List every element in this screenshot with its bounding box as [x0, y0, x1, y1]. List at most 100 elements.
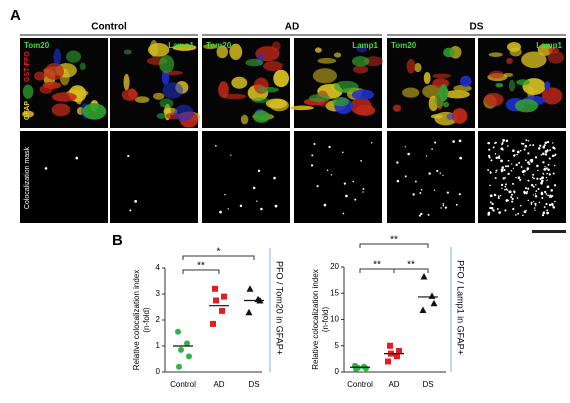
stain-blob [44, 62, 64, 80]
mask-dot [501, 187, 503, 190]
mask-dot [504, 176, 507, 179]
stain-blob [547, 50, 565, 64]
mask-dot [523, 210, 527, 214]
stain-blob [356, 45, 367, 53]
stain-blob [521, 51, 547, 68]
significance-label: * [217, 247, 221, 258]
mask-dot [548, 196, 551, 198]
significance-bracket [359, 243, 429, 248]
mask-dot [547, 163, 550, 166]
channel-label: Tom20 [24, 41, 50, 50]
mask-dot [500, 159, 503, 163]
mask-dot [546, 179, 548, 182]
mask-dot [529, 159, 532, 161]
mask-dot [311, 154, 314, 157]
mask-dot [362, 191, 364, 193]
significance-label: ** [197, 261, 205, 272]
mask-dot [544, 166, 546, 168]
mask-dot [519, 178, 522, 181]
mask-dot [260, 207, 263, 211]
mask-dot [434, 141, 437, 144]
stain-blob [162, 82, 184, 99]
mask-dot [532, 185, 535, 188]
mask-dot [515, 214, 517, 216]
mask-dot [524, 187, 528, 190]
panel-label: A [10, 7, 21, 24]
mask-dot [354, 198, 357, 201]
mask-dot [554, 153, 557, 156]
significance-label: ** [390, 235, 398, 246]
mask-dot [494, 153, 497, 155]
stain-blob [273, 69, 290, 88]
mask-dot [519, 149, 522, 152]
mask-dot [323, 203, 327, 207]
stain-blob [216, 45, 229, 59]
mask-dot [527, 161, 530, 164]
mask-dot [545, 167, 548, 170]
stain-blob [333, 52, 342, 58]
mask-dot [396, 161, 399, 164]
mask-dot [512, 167, 515, 170]
stain-blob [351, 89, 375, 100]
mask-dot [224, 193, 226, 196]
mask-dot [494, 141, 497, 144]
stain-blob [537, 43, 553, 56]
mask-dot [525, 191, 528, 195]
stain-blob [506, 57, 513, 65]
mask-dot [504, 185, 507, 188]
mask-dot [520, 142, 523, 145]
mask-dot [502, 140, 504, 142]
mask-dot [519, 204, 522, 207]
mask-dot [439, 172, 441, 174]
mask-dot [343, 182, 346, 185]
stain-blob [65, 50, 82, 63]
mask-dot [533, 177, 535, 180]
mask-dot [488, 148, 491, 151]
stain-blob [432, 73, 451, 79]
mask-dot [538, 201, 541, 204]
mask-dot [539, 144, 542, 147]
stain-blob [290, 105, 314, 111]
mask-dot [517, 212, 520, 215]
mask-dot [489, 156, 491, 159]
mask-dot [512, 149, 515, 152]
mask-dot [444, 206, 448, 209]
mask-dot [511, 197, 514, 200]
mask-dot [219, 210, 222, 214]
stain-blob [423, 72, 431, 84]
mask-dot [512, 207, 515, 211]
mask-dot [420, 212, 423, 216]
mask-dot [540, 192, 544, 196]
mask-dot [490, 159, 493, 162]
mask-dot [527, 199, 530, 202]
mask-dot [533, 200, 535, 203]
mask-dot [489, 184, 491, 187]
mask-dot [515, 176, 517, 179]
stain-blob [351, 56, 370, 67]
mask-dot [505, 139, 509, 143]
stain-blob [203, 43, 218, 50]
stain-label: GFAP [24, 101, 31, 120]
stain-blob [503, 72, 514, 77]
stain-blob [489, 70, 505, 79]
stain-blob [392, 104, 402, 112]
mask-dot [504, 189, 506, 191]
mask-dot [545, 177, 548, 179]
mask-dot [541, 176, 544, 180]
mask-dot [492, 209, 495, 212]
data-point [175, 328, 181, 335]
mask-dot [545, 202, 548, 206]
mask-dot [534, 202, 537, 206]
mask-dot [488, 154, 491, 157]
mask-dot [533, 207, 536, 209]
mask-dot [546, 185, 550, 189]
mask-dot [252, 186, 256, 190]
mask-dot [530, 203, 533, 205]
mask-dot [542, 152, 545, 156]
stain-blob [159, 55, 175, 73]
mask-dot [330, 174, 333, 176]
data-point [186, 353, 192, 360]
mask-dot [489, 201, 492, 204]
stain-blob [544, 81, 551, 91]
stain-blob [460, 75, 472, 87]
